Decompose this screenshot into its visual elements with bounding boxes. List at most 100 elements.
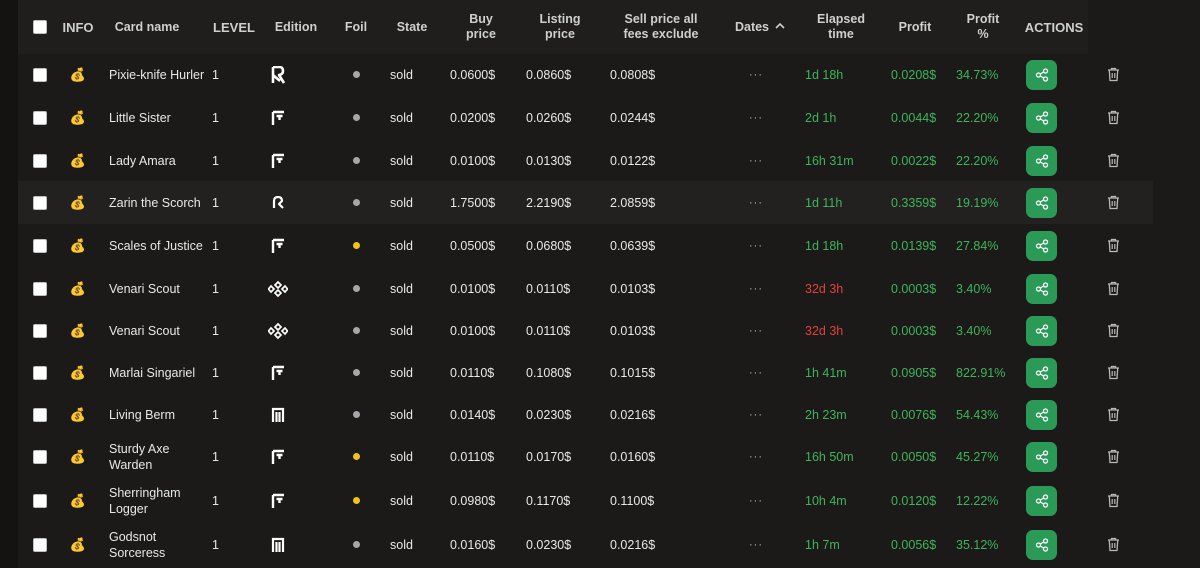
chevron-up-icon[interactable] — [775, 23, 785, 29]
header-edition[interactable]: Edition — [274, 19, 318, 34]
row-checkbox[interactable] — [33, 493, 47, 508]
row-checkbox[interactable] — [33, 281, 47, 296]
edition-n-icon — [266, 523, 290, 566]
header-card-name[interactable]: Card name — [114, 19, 180, 34]
row-checkbox[interactable] — [33, 449, 47, 464]
dates-more[interactable]: ··· — [749, 282, 763, 295]
trash-icon[interactable] — [1106, 67, 1120, 83]
card-name: Godsnot Sorceress — [109, 529, 166, 560]
card-level: 1 — [212, 67, 219, 82]
dates-more[interactable]: ··· — [749, 450, 763, 463]
select-all-checkbox[interactable] — [33, 20, 47, 34]
money-bag-icon[interactable]: 💰 — [69, 492, 87, 508]
table-row: 💰 Sherringham Logger 1 sold 0.0980$ 0.11… — [18, 479, 1153, 522]
header-state[interactable]: State — [396, 19, 428, 34]
money-bag-icon[interactable]: 💰 — [69, 194, 87, 210]
share-button[interactable] — [1026, 187, 1057, 218]
header-actions: ACTIONS — [1024, 19, 1084, 35]
trash-icon[interactable] — [1106, 449, 1120, 465]
share-icon — [1035, 153, 1049, 168]
trash-icon[interactable] — [1106, 153, 1120, 169]
listing-price: 0.0230$ — [526, 407, 572, 422]
trash-icon[interactable] — [1106, 238, 1120, 254]
header-sell-price[interactable]: Sell price all fees exclude — [623, 12, 699, 41]
row-checkbox[interactable] — [33, 153, 47, 168]
row-checkbox[interactable] — [33, 67, 47, 82]
trash-icon[interactable] — [1106, 493, 1120, 509]
foil-indicator — [348, 309, 364, 352]
profit: 0.0208$ — [891, 67, 937, 82]
money-bag-icon[interactable]: 💰 — [69, 364, 87, 380]
card-level: 1 — [212, 537, 219, 552]
dates-more[interactable]: ··· — [749, 196, 763, 209]
share-button[interactable] — [1026, 529, 1057, 560]
share-button[interactable] — [1026, 441, 1057, 472]
trash-icon[interactable] — [1106, 323, 1120, 339]
header-foil[interactable]: Foil — [344, 19, 368, 34]
header-profit[interactable]: Profit — [898, 19, 932, 34]
share-button[interactable] — [1026, 59, 1057, 90]
dates-more[interactable]: ··· — [749, 408, 763, 421]
row-checkbox[interactable] — [33, 238, 47, 253]
header-profit-pct[interactable]: Profit % — [966, 12, 1000, 41]
header-elapsed-time[interactable]: Elapsed time — [817, 12, 865, 41]
trash-icon[interactable] — [1106, 407, 1120, 423]
row-checkbox[interactable] — [33, 110, 47, 125]
share-button[interactable] — [1026, 273, 1057, 304]
money-bag-icon[interactable]: 💰 — [69, 237, 87, 253]
dates-more[interactable]: ··· — [749, 494, 763, 507]
listing-price: 0.0230$ — [526, 537, 572, 552]
money-bag-icon[interactable]: 💰 — [69, 322, 87, 338]
share-button[interactable] — [1026, 399, 1057, 430]
trash-icon[interactable] — [1106, 110, 1120, 126]
trash-icon[interactable] — [1106, 537, 1120, 553]
trash-icon[interactable] — [1106, 281, 1120, 297]
money-bag-icon[interactable]: 💰 — [69, 406, 87, 422]
profit-pct: 27.84% — [956, 238, 999, 253]
money-bag-icon[interactable]: 💰 — [69, 66, 87, 82]
money-bag-icon[interactable]: 💰 — [69, 109, 87, 125]
money-bag-icon[interactable]: 💰 — [69, 536, 87, 552]
state: sold — [390, 365, 413, 380]
buy-price: 0.0100$ — [450, 153, 496, 168]
money-bag-icon[interactable]: 💰 — [69, 448, 87, 464]
dates-more[interactable]: ··· — [749, 366, 763, 379]
dates-more[interactable]: ··· — [749, 239, 763, 252]
header-buy-price[interactable]: Buy price — [466, 12, 496, 41]
buy-price: 0.0980$ — [450, 493, 496, 508]
share-icon — [1035, 365, 1049, 380]
buy-price: 0.0600$ — [450, 67, 496, 82]
card-name: Scales of Justice — [109, 238, 203, 253]
header-level[interactable]: LEVEL — [213, 19, 255, 35]
sell-price: 0.0808$ — [610, 67, 656, 82]
row-checkbox[interactable] — [33, 365, 47, 380]
row-checkbox[interactable] — [33, 537, 47, 552]
share-button[interactable] — [1026, 357, 1057, 388]
row-checkbox[interactable] — [33, 407, 47, 422]
share-icon — [1035, 281, 1049, 296]
row-checkbox[interactable] — [33, 323, 47, 338]
buy-price: 0.0160$ — [450, 537, 496, 552]
listing-price: 0.0680$ — [526, 238, 572, 253]
money-bag-icon[interactable]: 💰 — [69, 152, 87, 168]
dates-more[interactable]: ··· — [749, 154, 763, 167]
trash-icon[interactable] — [1106, 195, 1120, 211]
listing-price: 0.0110$ — [526, 281, 571, 296]
trash-icon[interactable] — [1106, 365, 1120, 381]
dates-more[interactable]: ··· — [749, 324, 763, 337]
share-button[interactable] — [1026, 102, 1057, 133]
row-checkbox[interactable] — [33, 195, 47, 210]
dates-more[interactable]: ··· — [749, 111, 763, 124]
share-button[interactable] — [1026, 485, 1057, 516]
share-button[interactable] — [1026, 230, 1057, 261]
dates-more[interactable]: ··· — [749, 538, 763, 551]
header-listing-price[interactable]: Listing price — [539, 12, 581, 41]
listing-price: 0.1080$ — [526, 365, 572, 380]
header-dates[interactable]: Dates — [724, 0, 796, 54]
foil-indicator — [348, 267, 364, 310]
dates-more[interactable]: ··· — [749, 68, 763, 81]
money-bag-icon[interactable]: 💰 — [69, 280, 87, 296]
share-button[interactable] — [1026, 315, 1057, 346]
share-button[interactable] — [1026, 145, 1057, 176]
